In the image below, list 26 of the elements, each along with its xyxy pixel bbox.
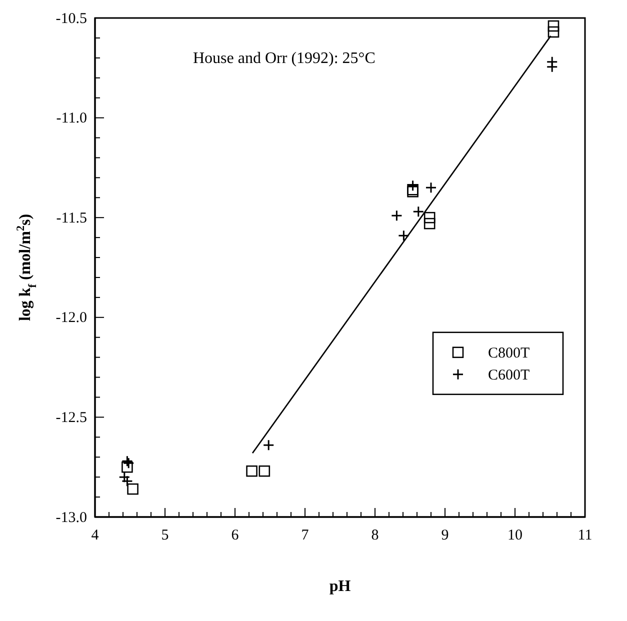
y-tick-label: -10.5	[56, 10, 87, 27]
x-tick-label: 5	[161, 528, 169, 544]
x-tick-label: 8	[371, 528, 379, 544]
annotation: House and Orr (1992): 25°C	[193, 50, 376, 67]
point	[424, 212, 436, 224]
y-tick-label: -12.5	[56, 410, 87, 426]
point	[424, 218, 436, 230]
point	[548, 20, 560, 32]
y-tick-label: -11.0	[56, 110, 87, 127]
x-axis-title: pH	[329, 578, 352, 595]
point	[246, 465, 258, 477]
point	[122, 461, 133, 473]
x-tick-label: 6	[231, 528, 240, 544]
legend-label: C800T	[488, 345, 530, 362]
y-tick-label: -11.5	[56, 210, 87, 226]
point	[258, 465, 270, 477]
legend-label: C600T	[488, 367, 530, 384]
point	[127, 483, 138, 495]
x-tick-label: 7	[301, 528, 310, 544]
x-tick-label: 9	[441, 528, 449, 544]
x-tick-label: 4	[91, 528, 100, 544]
x-tick-label: 10	[508, 528, 522, 544]
y-tick-label: -12.0	[56, 310, 87, 326]
x-tick-label: 11	[578, 528, 592, 544]
point	[548, 26, 560, 38]
y-tick-label: -13.0	[56, 510, 87, 526]
